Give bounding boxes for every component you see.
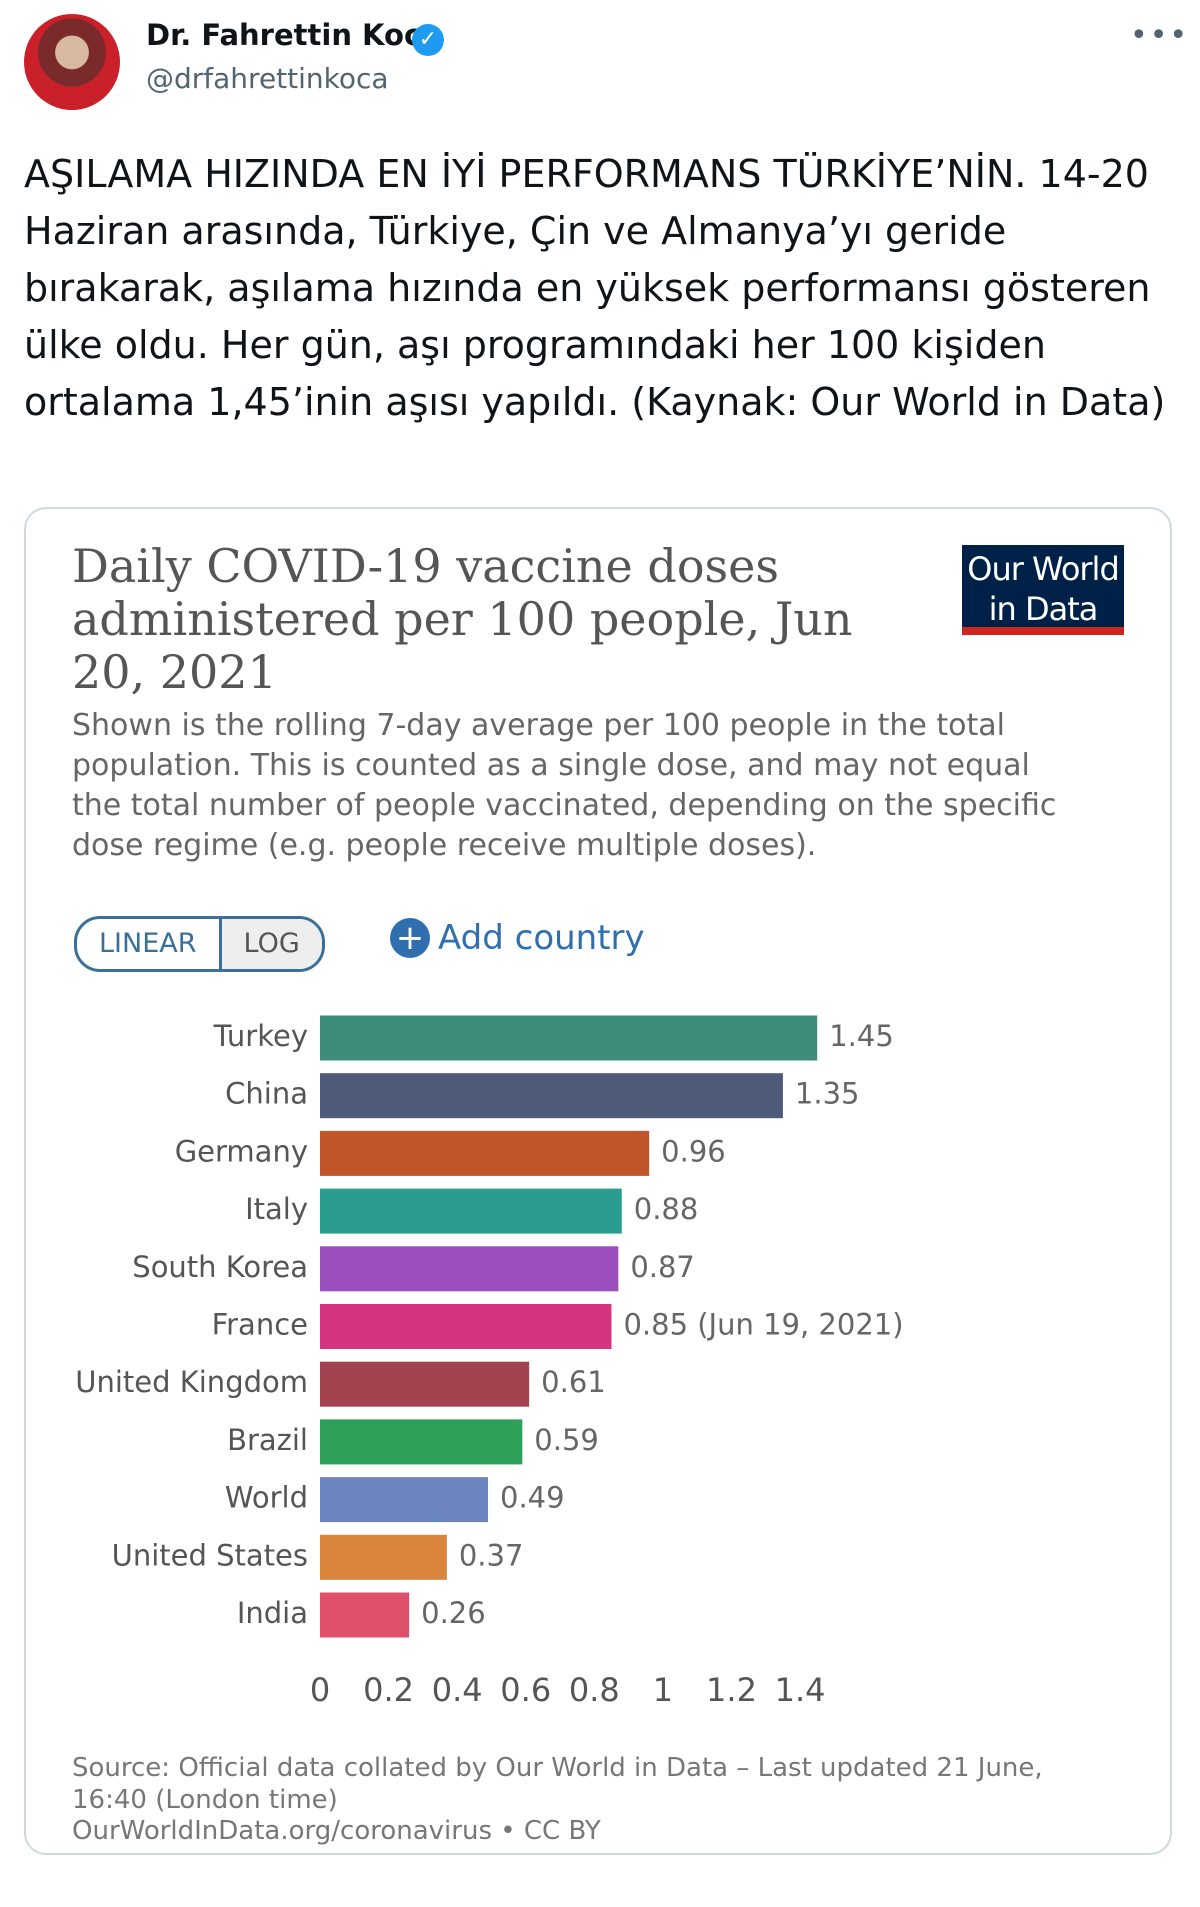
category-label: United Kingdom <box>75 1365 308 1399</box>
value-label: 1.45 <box>829 1019 894 1053</box>
log-button: LOG <box>218 919 322 969</box>
user-handle[interactable]: @drfahrettinkoca <box>146 62 389 95</box>
category-label: South Korea <box>132 1250 308 1284</box>
image-card[interactable] <box>24 507 1172 1855</box>
verified-badge: ✓ <box>412 24 444 56</box>
value-label: 0.26 <box>421 1596 486 1630</box>
bar <box>320 1188 622 1234</box>
bar <box>320 1246 619 1292</box>
x-tick-label: 0.6 <box>500 1671 551 1709</box>
add-country: + Add country <box>390 918 645 958</box>
value-label: 0.96 <box>661 1134 726 1168</box>
category-label: China <box>225 1077 308 1111</box>
user-name[interactable]: Dr. Fahrettin Koca <box>146 18 441 52</box>
chart: Turkey 1.45 China 1.35 Germany 0.96 Italy 0.88 S… <box>75 1015 904 1709</box>
category-label: France <box>212 1308 308 1342</box>
value-label: 1.35 <box>795 1077 860 1111</box>
bar <box>320 1592 410 1638</box>
category-label: Brazil <box>227 1423 308 1457</box>
bar <box>320 1304 612 1349</box>
linear-button: LINEAR <box>99 928 197 959</box>
logo: Our World in Data <box>962 545 1124 635</box>
source: Source: Official data collated by Our Wo… <box>72 1753 1043 1815</box>
value-label: 0.87 <box>630 1250 695 1284</box>
category-label: Germany <box>175 1134 308 1168</box>
category-label: Turkey <box>213 1019 308 1053</box>
scale-toggle: LINEAR LOG <box>74 916 325 972</box>
avatar[interactable] <box>24 14 120 110</box>
x-tick-label: 0.8 <box>569 1671 620 1709</box>
value-label: 0.85 (Jun 19, 2021) <box>623 1308 903 1342</box>
x-tick-label: 1.4 <box>775 1671 826 1709</box>
add-country-label: Add country <box>438 918 645 958</box>
bar <box>320 1130 650 1176</box>
value-label: 0.61 <box>541 1365 606 1399</box>
category-label: India <box>237 1596 308 1630</box>
x-tick-label: 1 <box>653 1671 673 1709</box>
bar <box>320 1477 489 1523</box>
x-tick-label: 0 <box>310 1671 330 1709</box>
category-label: World <box>225 1481 308 1515</box>
chart-subtitle: Shown is the rolling 7-day average per 1… <box>72 708 1057 863</box>
tweet-text: AŞILAMA HIZINDA EN İYİ PERFORMANS TÜRKİY… <box>24 152 1166 424</box>
bar <box>320 1015 818 1061</box>
bar <box>320 1419 523 1465</box>
bar <box>320 1361 530 1407</box>
value-label: 0.37 <box>459 1538 524 1572</box>
bar <box>320 1534 447 1580</box>
chart-title: Daily COVID-19 vaccine doses administere… <box>72 539 853 699</box>
value-label: 0.59 <box>534 1423 599 1457</box>
more-menu[interactable]: ••• <box>1130 18 1190 53</box>
value-label: 0.49 <box>500 1481 565 1515</box>
x-tick-label: 1.2 <box>706 1671 757 1709</box>
value-label: 0.88 <box>634 1192 699 1226</box>
source-link: OurWorldInData.org/coronavirus • CC BY <box>72 1816 601 1846</box>
x-tick-label: 0.2 <box>363 1671 414 1709</box>
category-label: United States <box>112 1538 308 1572</box>
bar <box>320 1073 783 1119</box>
category-label: Italy <box>245 1192 308 1226</box>
plus-icon: + <box>390 918 430 958</box>
x-tick-label: 0.4 <box>432 1671 483 1709</box>
